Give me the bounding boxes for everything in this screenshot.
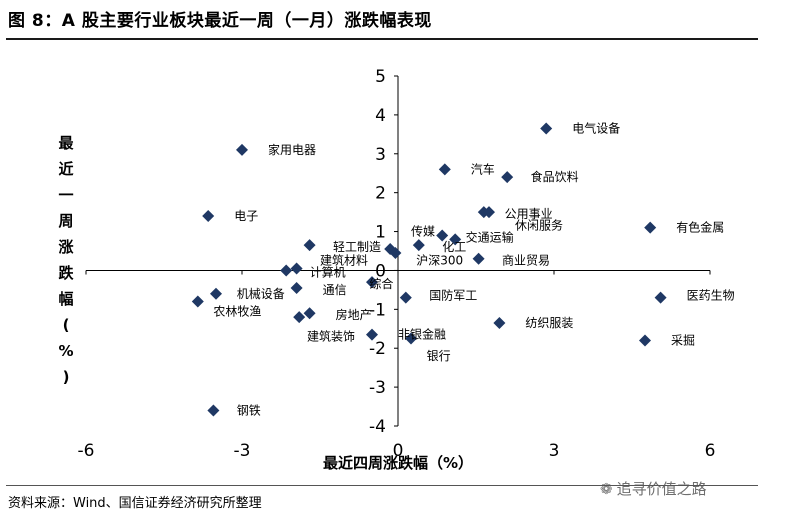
x-axis-title: 最近四周涨跌幅（%） [323, 454, 473, 470]
data-point [191, 295, 204, 308]
point-label: 纺织服装 [525, 316, 573, 330]
point-label: 医药生物 [687, 289, 735, 303]
point-label: 汽车 [471, 161, 495, 176]
chart-tick-labels: -4 -3 -2 -1 0 1 2 3 4 5 -6 -3 0 3 6 [78, 67, 716, 461]
source-divider [6, 485, 758, 486]
data-point [293, 311, 306, 324]
y-tick-label: -2 [369, 339, 386, 359]
data-point [449, 233, 462, 246]
data-point [399, 291, 412, 304]
watermark: ❁ 追寻价值之路 [600, 478, 707, 499]
y-tick-label: -3 [369, 378, 386, 398]
title-divider [6, 38, 758, 40]
point-label: 计算机 [310, 264, 346, 279]
data-point [436, 229, 449, 242]
point-label: 综合 [369, 276, 393, 291]
wechat-icon: ❁ [600, 480, 613, 498]
data-point [540, 122, 553, 135]
data-point [412, 239, 425, 252]
point-label: 化工 [442, 240, 466, 254]
x-tick-label: -6 [78, 441, 95, 461]
y-tick-label: 0 [375, 261, 386, 281]
y-tick-label: 1 [375, 223, 386, 243]
y-tick-label: 4 [375, 106, 386, 126]
point-label: 公用事业 [505, 207, 553, 221]
chart-points [191, 122, 667, 417]
y-tick-label: -4 [369, 417, 386, 437]
point-label: 机械设备 [237, 286, 285, 301]
y-axis-title: 最近一周涨跌幅(%) [58, 134, 74, 386]
point-label: 采掘 [671, 332, 695, 347]
x-tick-label: -3 [234, 441, 251, 461]
data-point [483, 206, 495, 219]
data-point [290, 262, 303, 275]
point-label: 交通运输 [466, 229, 514, 244]
point-label: 建筑材料 [320, 253, 368, 268]
point-label: 钢铁 [237, 403, 261, 417]
point-label: 电子 [234, 209, 258, 223]
data-point [644, 221, 657, 234]
point-label: 电气设备 [572, 121, 620, 136]
data-point [493, 316, 506, 329]
data-point [639, 334, 651, 347]
figure-title: 图 8：A 股主要行业板块最近一周（一月）涨跌幅表现 [8, 11, 432, 31]
watermark-text: 追寻价值之路 [616, 480, 707, 498]
data-point [236, 143, 248, 156]
data-point [207, 404, 220, 417]
y-tick-label: 3 [375, 145, 386, 165]
point-label: 农林牧渔 [213, 304, 261, 318]
point-label: 通信 [323, 283, 347, 297]
data-point [366, 276, 378, 289]
point-label: 食品饮料 [531, 169, 579, 184]
data-point [501, 171, 514, 184]
x-tick-label: 0 [393, 441, 404, 461]
x-tick-label: 3 [549, 441, 560, 461]
point-label: 休闲服务 [515, 218, 563, 233]
data-point [210, 287, 222, 300]
data-point [654, 291, 667, 304]
y-tick-label: 2 [375, 184, 386, 204]
data-point [438, 163, 451, 176]
data-point [405, 332, 417, 345]
point-label: 轻工制造 [333, 240, 381, 254]
point-label: 非银金融 [398, 327, 446, 342]
x-tick-label: 6 [705, 441, 716, 461]
source-note: 资料来源：Wind、国信证券经济研究所整理 [8, 496, 262, 511]
y-tick-label: -1 [369, 300, 386, 320]
point-label: 房地产 [336, 307, 372, 322]
point-label: 商业贸易 [502, 253, 550, 268]
point-label: 银行 [427, 349, 451, 363]
data-point [290, 281, 303, 294]
data-point [366, 328, 378, 341]
point-label: 传媒 [411, 224, 435, 239]
point-label: 建筑装饰 [307, 329, 355, 344]
point-label: 沪深300 [416, 254, 463, 268]
data-point [303, 239, 316, 252]
data-point [472, 252, 485, 265]
chart-axis-titles: 最近四周涨跌幅（%） 最近一周涨跌幅(%) [58, 134, 473, 470]
point-label: 家用电器 [268, 142, 316, 157]
point-label: 国防军工 [429, 288, 477, 303]
point-label: 有色金属 [676, 220, 724, 235]
data-point [303, 307, 316, 320]
data-point [389, 246, 402, 259]
y-tick-label: 5 [375, 67, 386, 87]
data-point [202, 210, 215, 222]
data-point [280, 264, 293, 277]
